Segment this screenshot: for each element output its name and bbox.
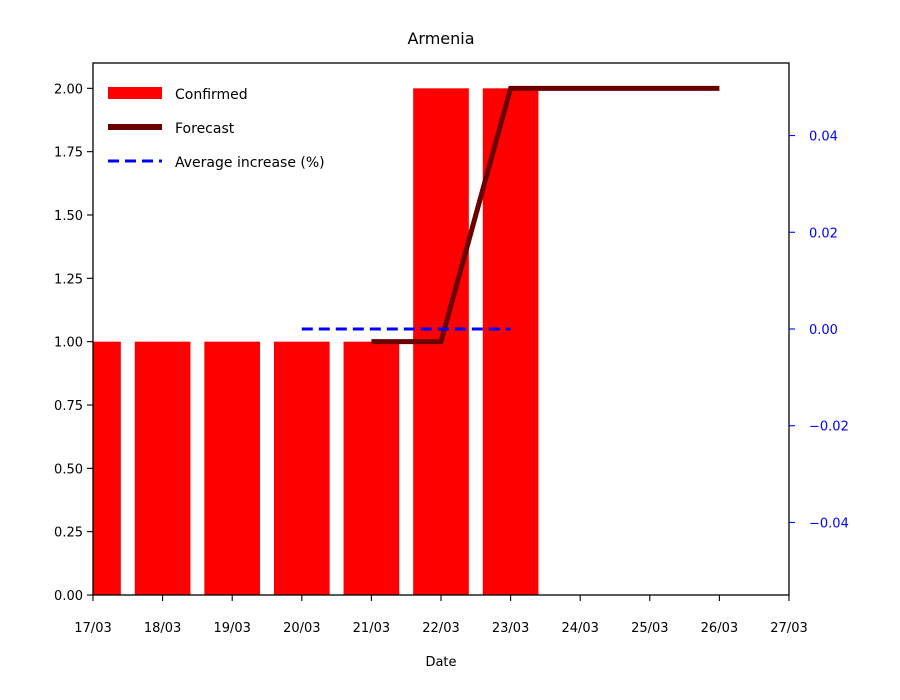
- y2-tick-label: 0.04: [809, 130, 838, 145]
- bar-confirmed-20-03: [273, 341, 330, 595]
- y2-tick-label: −0.02: [809, 420, 849, 435]
- y-axis-left: 0.00 0.25 0.50 0.75 1.00 1.25 1.50 1.75 2.00: [54, 82, 93, 604]
- bar-confirmed-19-03: [204, 341, 261, 595]
- x-tick-label: 25/03: [631, 621, 668, 636]
- legend-label-average-increase: Average increase (%): [175, 155, 325, 171]
- lines-layer: [301, 85, 720, 345]
- y-tick-label: 2.00: [54, 82, 83, 97]
- y-tick-label: 0.25: [54, 526, 83, 541]
- legend-label-forecast: Forecast: [175, 121, 235, 137]
- legend-swatch-confirmed: [108, 87, 162, 99]
- y-tick-label: 0.75: [54, 399, 83, 414]
- y-tick-label: 0.00: [54, 589, 83, 604]
- x-tick-label: 27/03: [770, 621, 807, 636]
- x-tick-label: 24/03: [561, 621, 598, 636]
- legend-label-confirmed: Confirmed: [175, 87, 248, 103]
- x-axis-title: Date: [425, 655, 456, 670]
- series-line-forecast: [371, 85, 720, 345]
- y-axis-right: −0.04 −0.02 0.00 0.02 0.04: [789, 130, 849, 531]
- y2-tick-label: 0.00: [809, 323, 838, 338]
- bar-confirmed-21-03: [343, 341, 400, 595]
- y-tick-label: 1.00: [54, 336, 83, 351]
- x-tick-label: 22/03: [422, 621, 459, 636]
- y-tick-label: 0.50: [54, 462, 83, 477]
- x-tick-label: 17/03: [74, 621, 111, 636]
- x-tick-label: 26/03: [701, 621, 738, 636]
- chart-title: Armenia: [407, 29, 474, 48]
- x-tick-label: 19/03: [213, 621, 250, 636]
- x-tick-label: 23/03: [492, 621, 529, 636]
- y-tick-label: 1.25: [54, 272, 83, 287]
- x-tick-label: 18/03: [144, 621, 181, 636]
- y2-tick-label: −0.04: [809, 516, 849, 531]
- bar-confirmed-23-03: [482, 88, 539, 595]
- y2-tick-label: 0.02: [809, 226, 838, 241]
- bar-confirmed-17-03: [93, 341, 121, 595]
- x-axis: 17/03 18/03 19/03 20/03 21/03 22/03 23/03 24/03…: [74, 595, 808, 636]
- x-tick-label: 20/03: [283, 621, 320, 636]
- bar-confirmed-18-03: [134, 341, 191, 595]
- legend: Confirmed Forecast Average increase (%): [108, 87, 325, 171]
- y-tick-label: 1.50: [54, 209, 83, 224]
- y-tick-label: 1.75: [54, 146, 83, 161]
- x-tick-label: 21/03: [353, 621, 390, 636]
